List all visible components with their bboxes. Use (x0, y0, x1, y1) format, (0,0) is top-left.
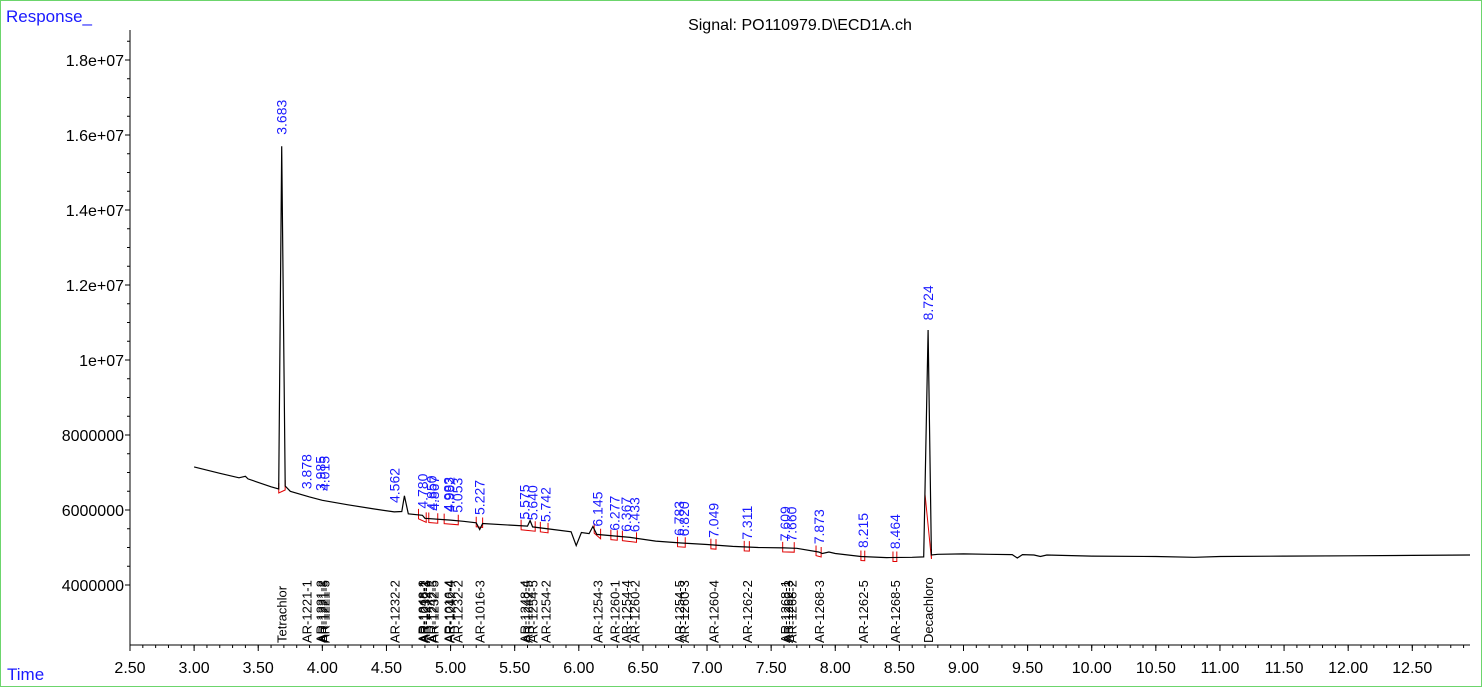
integration-marker (678, 537, 686, 548)
compound-label: AR-1260-3 (677, 580, 692, 643)
peak-retention-label: 7.873 (811, 509, 827, 544)
compound-label: AR-1262-2 (740, 580, 755, 643)
peak-retention-label: 7.660 (784, 506, 800, 541)
x-tick-label: 8.00 (820, 660, 851, 677)
peak-retention-label: 6.820 (676, 501, 692, 536)
peak-retention-label: 4.562 (386, 468, 402, 503)
compound-label: AR-1254-3 (590, 580, 605, 643)
compound-label: AR-1268-3 (812, 580, 827, 643)
y-tick-label: 1.2e+07 (66, 278, 124, 295)
peak-retention-label: 8.464 (887, 514, 903, 549)
signal-title: Signal: PO110979.D\ECD1A.ch (688, 17, 912, 34)
y-tick-label: 1e+07 (79, 353, 124, 370)
x-tick-label: 12.50 (1392, 660, 1432, 677)
x-tick-label: 2.50 (114, 660, 145, 677)
y-tick-label: 1.8e+07 (66, 53, 124, 70)
compound-label: Tetrachlor (275, 585, 290, 643)
x-tick-label: 11.00 (1201, 660, 1240, 677)
peak-retention-label: 8.215 (855, 513, 871, 548)
compound-label: AR-1268-2 (785, 580, 800, 643)
x-tick-label: 5.50 (499, 660, 530, 677)
compound-label: AR-1232-2 (450, 580, 465, 643)
integration-marker (783, 542, 795, 552)
integration-marker (861, 551, 865, 561)
y-tick-label: 4000000 (62, 578, 124, 595)
peak-retention-label: 7.311 (739, 506, 755, 540)
integration-marker (279, 480, 285, 493)
y-caption: Response_ (6, 7, 93, 26)
compound-label: AR-1262-5 (856, 580, 871, 643)
x-tick-label: 6.00 (563, 660, 594, 677)
x-tick-label: 8.50 (884, 660, 915, 677)
x-tick-label: 4.00 (307, 660, 338, 677)
x-tick-label: 9.00 (948, 660, 979, 677)
x-tick-label: 7.00 (691, 660, 722, 677)
x-tick-label: 3.00 (179, 660, 210, 677)
x-tick-label: 4.50 (371, 660, 402, 677)
compound-label: Decachloro (921, 577, 936, 643)
compound-label: AR-1232-5 (427, 580, 442, 643)
integration-marker (893, 551, 897, 561)
compound-label: AR-1268-5 (888, 580, 903, 643)
peak-retention-label: 3.683 (274, 100, 290, 135)
peak-retention-label: 4.015 (316, 456, 332, 491)
x-axis: 2.50 3.00 3.50 4.00 4.50 5.00 5.50 6.00 6.50 7.00… (114, 645, 1470, 677)
integration-marker (540, 522, 548, 533)
compound-label: AR-1260-4 (706, 580, 721, 643)
compound-label: AR-1232-2 (387, 580, 402, 643)
compound-label: AR-1260-2 (627, 580, 642, 643)
integration-marker (711, 539, 716, 549)
x-tick-label: 6.50 (627, 660, 658, 677)
x-tick-label: 9.50 (1012, 660, 1043, 677)
x-tick-label: 10.50 (1136, 660, 1176, 677)
y-tick-label: 1.4e+07 (66, 203, 124, 220)
x-tick-label: 12.00 (1328, 660, 1368, 677)
peak-retention-label: 5.742 (538, 487, 554, 522)
y-tick-label: 8000000 (62, 428, 124, 445)
y-tick-label: 1.6e+07 (66, 128, 124, 145)
x-tick-label: 3.50 (243, 660, 274, 677)
peak-retention-label: 5.053 (449, 478, 465, 513)
integration-marker (429, 513, 438, 524)
peak-retention-label: 7.049 (705, 503, 721, 538)
x-tick-label: 10.00 (1072, 660, 1112, 677)
compound-labels: Tetrachlor AR-1221-1AR-1221-2AR-1221-3AR-… (275, 577, 936, 643)
y-tick-label: 6000000 (62, 503, 124, 520)
peak-retention-label: 5.227 (472, 480, 488, 515)
peak-retention-label: 6.145 (589, 491, 605, 526)
integration-marker (744, 541, 749, 551)
x-tick-label: 11.50 (1265, 660, 1304, 677)
x-tick-label: 5.00 (435, 660, 466, 677)
x-tick-label: 7.50 (756, 660, 787, 677)
compound-label: AR-1016-3 (473, 580, 488, 643)
peak-retention-label: 6.433 (626, 497, 642, 532)
x-caption: Time (7, 665, 44, 684)
compound-label: AR-1254-2 (539, 580, 554, 643)
compound-label: AR-1221-5 (317, 580, 332, 643)
y-axis: 4000000 6000000 8000000 1e+07 1.2e+07 1.4e+07… (62, 30, 130, 645)
peak-retention-label: 8.724 (920, 285, 936, 320)
